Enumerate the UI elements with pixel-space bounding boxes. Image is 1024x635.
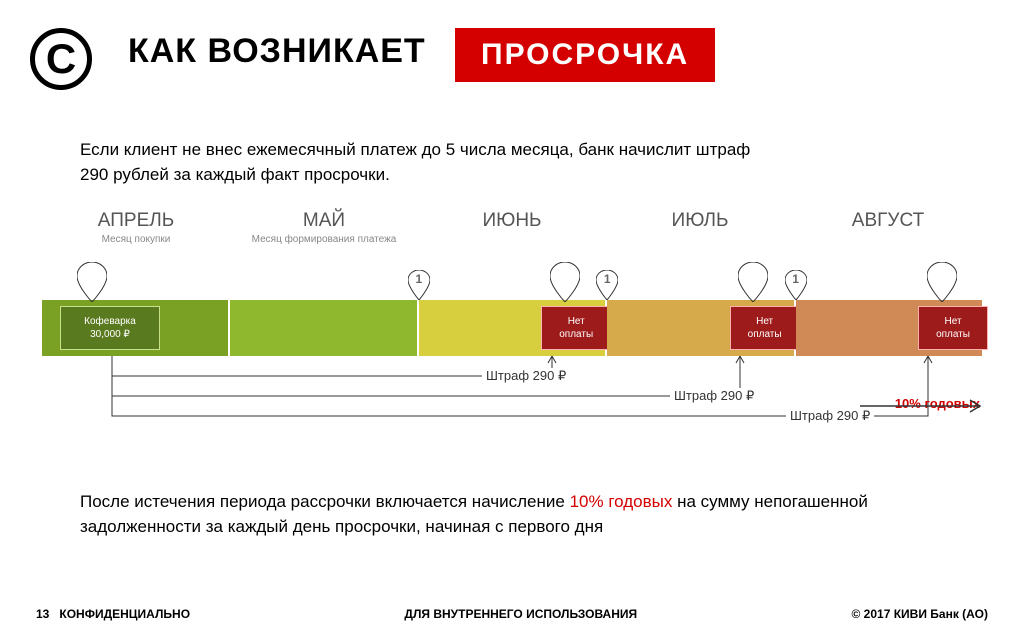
month-header: ИЮНЬ	[418, 210, 606, 258]
intro-text: Если клиент не внес ежемесячный платеж д…	[80, 138, 780, 187]
fine-label: Штраф 290 ₽	[482, 368, 570, 384]
footer-left: 13 КОНФИДЕНЦИАЛЬНО	[36, 607, 190, 621]
title-plain: КАК ВОЗНИКАЕТ	[128, 32, 426, 71]
timeline-row: 8Кофеварка30,000 ₽16Нетоплаты16Нетоплаты…	[42, 300, 982, 356]
no-payment-box: Нетоплаты	[918, 306, 988, 350]
overdue-pin: 6	[927, 262, 957, 302]
month-sub	[418, 234, 606, 258]
purchase-box: Кофеварка30,000 ₽	[60, 306, 160, 350]
month-name: МАЙ	[230, 210, 418, 232]
month-name: ИЮНЬ	[418, 210, 606, 232]
pin-number: 6	[550, 266, 580, 284]
purchase-pin: 8	[77, 262, 107, 302]
annual-arrow	[860, 396, 990, 416]
footer: 13 КОНФИДЕНЦИАЛЬНО ДЛЯ ВНУТРЕННЕГО ИСПОЛ…	[0, 607, 1024, 621]
logo-circle: C	[30, 28, 92, 90]
pin-number: 8	[77, 266, 107, 284]
month-header: МАЙМесяц формирования платежа	[230, 210, 418, 258]
logo-letter: C	[46, 35, 76, 83]
page-number: 13	[36, 607, 49, 621]
pin-number: 6	[927, 266, 957, 284]
footer-mid: ДЛЯ ВНУТРЕННЕГО ИСПОЛЬЗОВАНИЯ	[404, 607, 637, 621]
bottom-highlight: 10% годовых	[570, 492, 673, 511]
month-header: ИЮЛЬ	[606, 210, 794, 258]
no-payment-box: Нетоплаты	[730, 306, 800, 350]
timeline-segment: 8Кофеварка30,000 ₽	[42, 300, 228, 356]
day-marker-small: 1	[408, 270, 430, 300]
fine-label: Штраф 290 ₽	[670, 388, 758, 404]
month-sub	[606, 234, 794, 258]
title-badge: ПРОСРОЧКА	[455, 28, 715, 82]
month-sub	[794, 234, 982, 258]
month-sub: Месяц покупки	[42, 234, 230, 258]
month-name: ИЮЛЬ	[606, 210, 794, 232]
day-marker-small: 1	[596, 270, 618, 300]
pin-number: 6	[738, 266, 768, 284]
bottom-pre: После истечения периода рассрочки включа…	[80, 492, 570, 511]
timeline-segment: 16Нетоплаты	[607, 300, 793, 356]
day-marker-num: 1	[596, 272, 618, 286]
day-marker-num: 1	[785, 272, 807, 286]
timeline-segment	[230, 300, 416, 356]
month-name: АВГУСТ	[794, 210, 982, 232]
months-header-row: АПРЕЛЬМесяц покупкиМАЙМесяц формирования…	[42, 210, 982, 258]
footer-conf: КОНФИДЕНЦИАЛЬНО	[59, 607, 190, 621]
day-marker-num: 1	[408, 272, 430, 286]
month-header: АВГУСТ	[794, 210, 982, 258]
overdue-pin: 6	[550, 262, 580, 302]
timeline-segment: 16Нетоплаты	[796, 300, 982, 356]
overdue-pin: 6	[738, 262, 768, 302]
month-name: АПРЕЛЬ	[42, 210, 230, 232]
no-payment-box: Нетоплаты	[541, 306, 611, 350]
day-marker-small: 1	[785, 270, 807, 300]
month-header: АПРЕЛЬМесяц покупки	[42, 210, 230, 258]
fine-label: Штраф 290 ₽	[786, 408, 874, 424]
footer-right: © 2017 КИВИ Банк (АО)	[852, 607, 989, 621]
timeline-segment: 16Нетоплаты	[419, 300, 605, 356]
bottom-paragraph: После истечения периода рассрочки включа…	[80, 490, 960, 539]
month-sub: Месяц формирования платежа	[230, 234, 418, 258]
